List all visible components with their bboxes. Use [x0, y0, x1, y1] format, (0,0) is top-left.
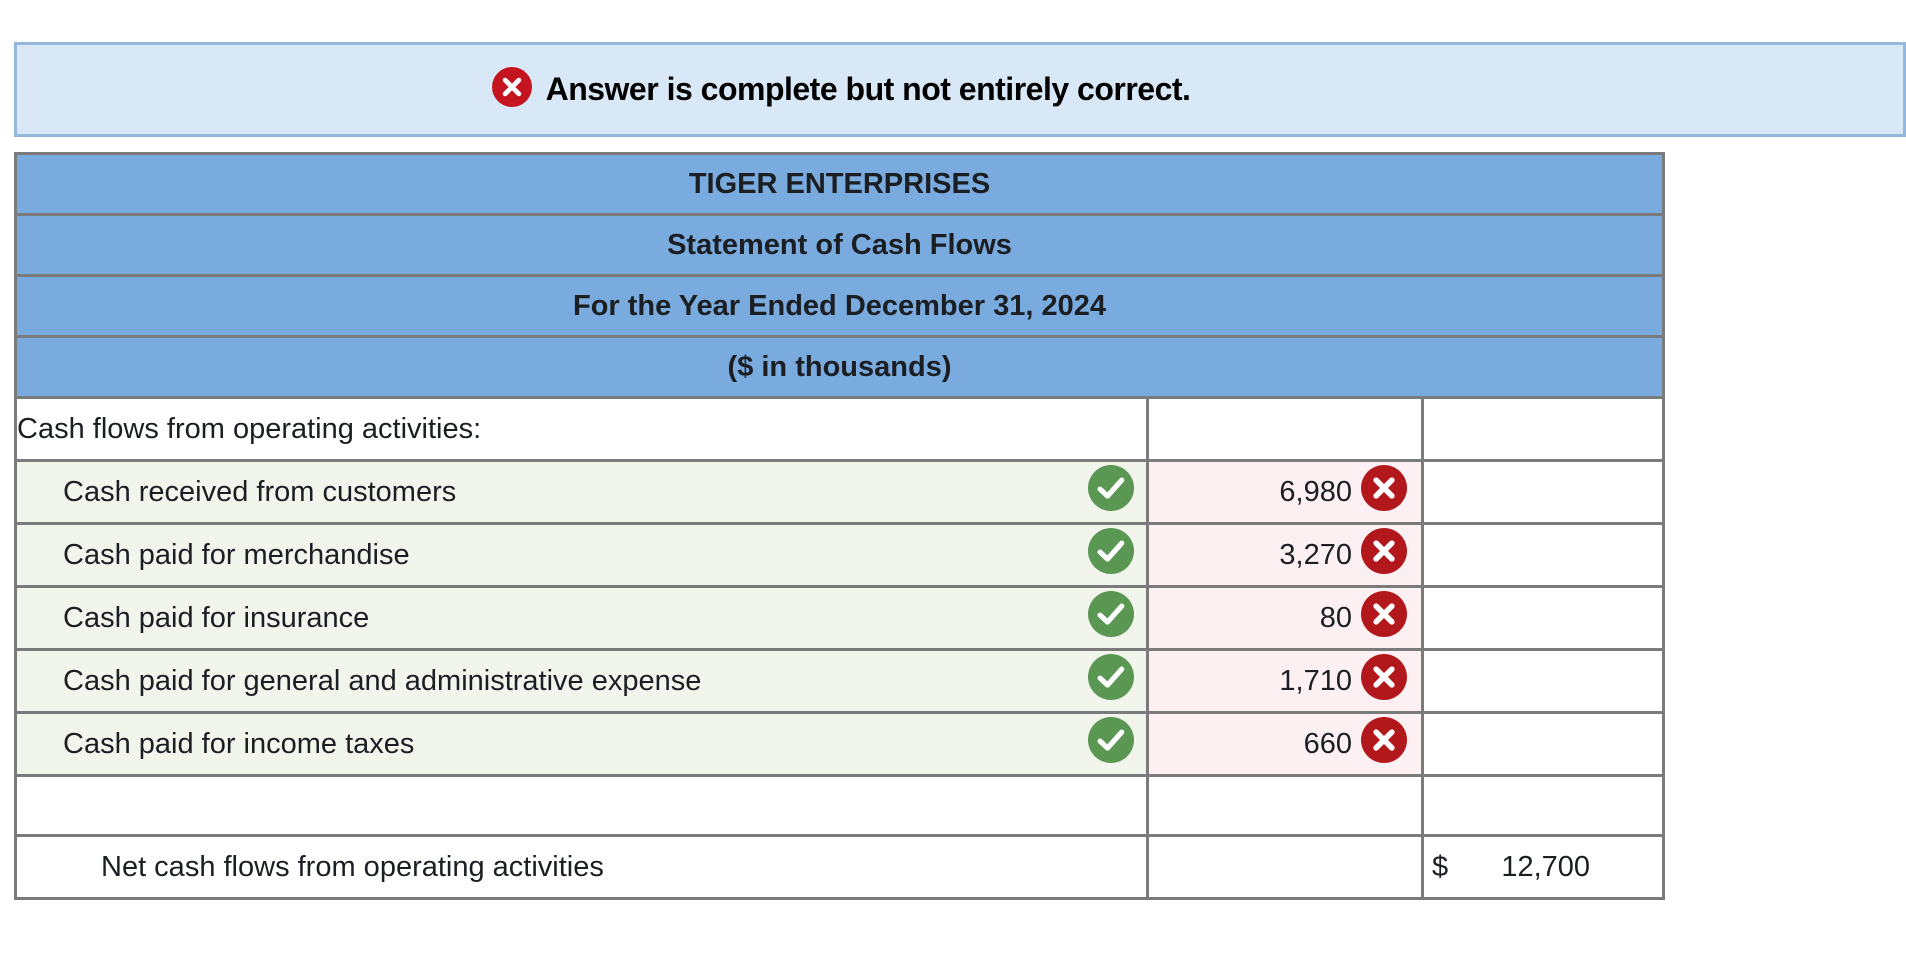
amount-value: 1,710: [1279, 664, 1352, 697]
total-amount-value: 12,700: [1501, 850, 1591, 883]
row-label-cell: Cash paid for general and administrative…: [14, 648, 1149, 714]
incorrect-x-icon: [1361, 591, 1407, 645]
row-label-cell: Cash paid for merchandise: [14, 522, 1149, 588]
statement-period: For the Year Ended December 31, 2024: [13, 274, 1666, 338]
amount-value: 80: [1319, 601, 1352, 634]
statement-period-row: For the Year Ended December 31, 2024: [13, 274, 1666, 338]
row-label-cell: Cash paid for income taxes: [14, 711, 1149, 777]
incorrect-x-icon: [1361, 465, 1407, 519]
table-row: Cash paid for insurance 80: [14, 585, 1666, 651]
total-row-label-cell: Net cash flows from operating activities: [14, 834, 1149, 900]
statement-units: ($ in thousands): [13, 335, 1666, 399]
total-cell-empty: [1420, 459, 1666, 525]
incorrect-x-icon: [1361, 654, 1407, 708]
total-amount-cell: $ 12,700: [1420, 834, 1666, 900]
correct-check-icon: [1088, 465, 1134, 519]
amount-cell: 6,980: [1146, 459, 1424, 525]
table-row: Cash paid for merchandise 3,270: [14, 522, 1666, 588]
correct-check-icon: [1088, 717, 1134, 771]
amount-cell: 80: [1146, 585, 1424, 651]
spacer-row: [14, 774, 1666, 837]
row-label: Cash paid for insurance: [63, 601, 370, 634]
table-row: Cash paid for income taxes 660: [14, 711, 1666, 777]
result-banner-content: Answer is complete but not entirely corr…: [17, 67, 1665, 112]
result-banner-text: Answer is complete but not entirely corr…: [545, 71, 1191, 107]
correct-check-icon: [1088, 654, 1134, 708]
incorrect-x-icon: [1361, 528, 1407, 582]
amount-value: 3,270: [1279, 538, 1352, 571]
row-label-cell: Cash paid for insurance: [14, 585, 1149, 651]
total-row-middle-cell: [1146, 834, 1424, 900]
spacer-cell: [1420, 774, 1666, 837]
section-header-row: Cash flows from operating activities:: [14, 396, 1666, 462]
spacer-cell: [1146, 774, 1424, 837]
statement-title-row: Statement of Cash Flows: [13, 213, 1666, 277]
amount-value: 6,980: [1279, 475, 1352, 508]
error-icon: [491, 67, 532, 112]
section-header-label: Cash flows from operating activities:: [14, 396, 1149, 462]
row-label: Cash paid for merchandise: [63, 538, 410, 571]
total-row: Net cash flows from operating activities…: [14, 834, 1666, 900]
statement-title: Statement of Cash Flows: [13, 213, 1666, 277]
correct-check-icon: [1088, 528, 1134, 582]
total-cell-empty: [1420, 396, 1666, 462]
currency-symbol: $: [1432, 850, 1449, 883]
table-row: Cash paid for general and administrative…: [14, 648, 1666, 714]
row-label: Cash paid for general and administrative…: [63, 664, 702, 697]
amount-value: 660: [1303, 727, 1352, 760]
amount-cell: 660: [1146, 711, 1424, 777]
statement-company-row: TIGER ENTERPRISES: [13, 152, 1666, 216]
total-cell-empty: [1420, 522, 1666, 588]
incorrect-x-icon: [1361, 717, 1407, 771]
total-cell-empty: [1420, 648, 1666, 714]
result-banner: Answer is complete but not entirely corr…: [14, 42, 1906, 137]
row-label: Cash paid for income taxes: [63, 727, 415, 760]
total-row-label: Net cash flows from operating activities: [101, 850, 604, 883]
total-cell-empty: [1420, 711, 1666, 777]
correct-check-icon: [1088, 591, 1134, 645]
spacer-cell: [14, 774, 1149, 837]
table-row: Cash received from customers 6,980: [14, 459, 1666, 525]
cash-flow-statement-table: TIGER ENTERPRISES Statement of Cash Flow…: [13, 152, 1666, 900]
statement-units-row: ($ in thousands): [13, 335, 1666, 399]
row-label: Cash received from customers: [63, 475, 457, 508]
total-cell-empty: [1420, 585, 1666, 651]
amount-cell-empty: [1146, 396, 1424, 462]
amount-cell: 3,270: [1146, 522, 1424, 588]
company-name: TIGER ENTERPRISES: [13, 152, 1666, 216]
amount-cell: 1,710: [1146, 648, 1424, 714]
row-label-cell: Cash received from customers: [14, 459, 1149, 525]
